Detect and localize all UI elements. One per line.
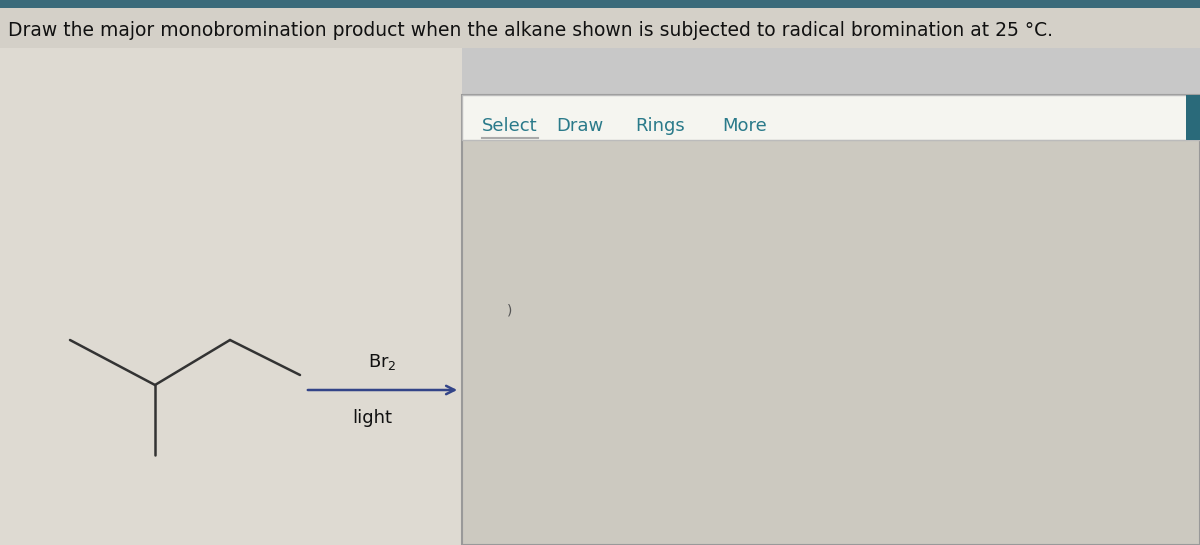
- Text: light: light: [352, 409, 392, 427]
- Text: ): ): [508, 303, 512, 317]
- Text: Select: Select: [482, 117, 538, 135]
- Bar: [462, 95, 1200, 140]
- Text: Br$_2$: Br$_2$: [367, 352, 396, 372]
- Bar: [462, 95, 1200, 545]
- Text: More: More: [722, 117, 767, 135]
- Bar: [0, 8, 1200, 48]
- Bar: [1186, 95, 1200, 140]
- Text: Draw the major monobromination product when the alkane shown is subjected to rad: Draw the major monobromination product w…: [8, 21, 1054, 39]
- Bar: [0, 48, 462, 545]
- Bar: [0, 0, 1200, 8]
- Text: Rings: Rings: [635, 117, 685, 135]
- Text: Draw: Draw: [557, 117, 604, 135]
